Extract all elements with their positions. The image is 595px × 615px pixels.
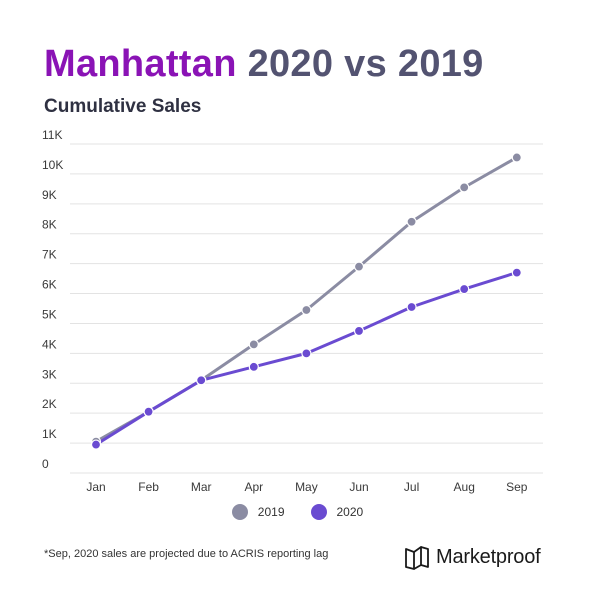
x-tick-label: Mar: [191, 480, 212, 494]
y-tick-label: 10K: [42, 158, 63, 172]
data-point-2020: [248, 361, 259, 372]
data-point-2020: [353, 325, 365, 337]
y-tick-label: 7K: [42, 248, 57, 262]
y-tick-label: 5K: [42, 307, 57, 321]
data-point-2020: [459, 283, 470, 295]
y-tick-label: 11K: [42, 128, 62, 142]
chart-footnote: *Sep, 2020 sales are projected due to AC…: [44, 548, 329, 560]
x-tick-label: Jul: [404, 480, 419, 494]
series-points: [90, 152, 522, 450]
series-lines: [94, 155, 519, 447]
legend-item-2019[interactable]: 2019: [231, 504, 285, 520]
series-line-2020: [94, 271, 519, 447]
marketproof-logo-icon: [405, 546, 429, 570]
data-point-2019: [301, 304, 312, 316]
line-chart: 0 1K 2K 3K 4K 5K 6K 7K 8K 9K 10K 11K Jan Feb Mar Apr Ma…: [42, 128, 543, 494]
y-tick-label: 4K: [42, 337, 57, 351]
x-tick-label: Feb: [138, 480, 159, 494]
legend-label-2020: 2020: [336, 505, 364, 519]
chart-subtitle: Cumulative Sales: [44, 96, 202, 117]
x-tick-label: Jan: [86, 480, 105, 494]
x-tick-label: Aug: [454, 480, 475, 494]
data-point-2020: [143, 406, 154, 417]
chart-legend: 2019 2020: [0, 504, 595, 520]
data-point-2019: [248, 339, 259, 350]
y-tick-label: 9K: [42, 188, 57, 202]
series-line-2019: [94, 155, 519, 444]
data-point-2020: [90, 439, 102, 450]
chart-title-main: 2020 vs 2019: [247, 43, 484, 85]
data-point-2019: [406, 216, 417, 227]
x-axis-ticks: Jan Feb Mar Apr May Jun Jul Aug Sep: [86, 480, 527, 494]
x-tick-label: Apr: [244, 480, 263, 494]
legend-label-2019: 2019: [257, 505, 285, 519]
y-tick-label: 2K: [42, 397, 57, 411]
data-point-2019: [459, 182, 470, 193]
brand-logo: Marketproof: [404, 544, 541, 570]
legend-swatch-2019: [231, 504, 248, 520]
chart-title: Manhattan 2020 vs 2019: [44, 40, 484, 88]
data-point-2020: [196, 375, 207, 386]
data-point-2020: [511, 267, 522, 278]
legend-item-2020[interactable]: 2020: [310, 504, 364, 520]
x-tick-label: Sep: [506, 480, 528, 494]
y-tick-label: 1K: [42, 427, 57, 441]
data-point-2020: [406, 301, 417, 313]
x-tick-label: Jun: [349, 480, 368, 494]
x-tick-label: May: [295, 480, 318, 494]
y-axis-ticks: 0 1K 2K 3K 4K 5K 6K 7K 8K 9K 10K 11K: [42, 128, 63, 471]
legend-swatch-2020: [310, 504, 327, 520]
y-tick-label: 3K: [42, 367, 57, 381]
y-tick-label: 8K: [42, 218, 57, 232]
chart-title-accent: Manhattan: [44, 43, 237, 85]
data-point-2020: [301, 348, 312, 359]
data-point-2019: [353, 261, 365, 272]
brand-name: Marketproof: [436, 545, 541, 568]
data-point-2019: [511, 152, 522, 163]
y-tick-label: 0: [42, 457, 49, 471]
y-tick-label: 6K: [42, 278, 57, 292]
